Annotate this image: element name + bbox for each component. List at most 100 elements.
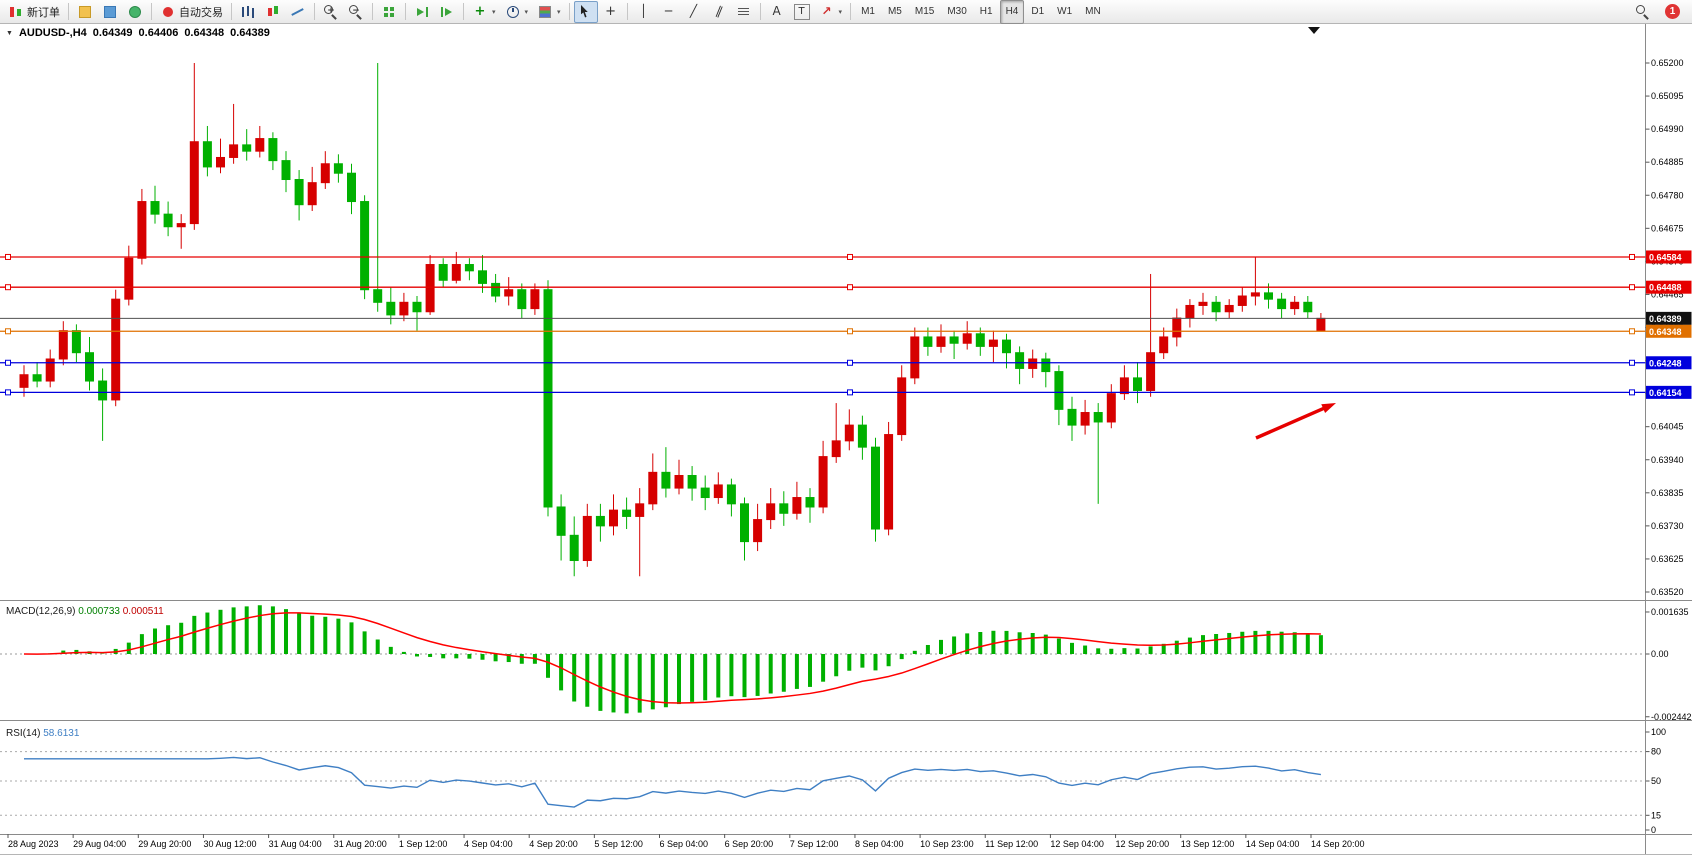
line-handle: [1629, 253, 1635, 260]
tile-windows-button[interactable]: [377, 1, 401, 23]
support-line-1[interactable]: 0.64248: [0, 356, 1692, 370]
candle-body: [936, 336, 946, 347]
notifications-badge[interactable]: 1: [1665, 4, 1680, 19]
dropdown-arrow-icon[interactable]: ▾: [524, 8, 529, 16]
svg-text:0.64885: 0.64885: [1651, 157, 1684, 167]
chart-shift-marker[interactable]: [1308, 27, 1320, 34]
candlestick-chart-button[interactable]: [261, 1, 285, 23]
candle-body: [661, 471, 671, 489]
trendline-button[interactable]: ╱: [682, 1, 706, 23]
zoom-in-button[interactable]: +: [319, 1, 343, 23]
candle-body: [333, 163, 343, 174]
cursor-button[interactable]: [573, 0, 598, 23]
channel-button[interactable]: ∥: [707, 1, 731, 23]
timeframe-mn[interactable]: MN: [1079, 0, 1107, 24]
candle-body: [229, 144, 239, 158]
current-price-line[interactable]: 0.64389: [0, 311, 1692, 325]
candle-body: [949, 336, 959, 344]
candle-body: [1316, 317, 1326, 332]
candle-body: [1093, 412, 1103, 423]
svg-text:28 Aug 2023: 28 Aug 2023: [8, 839, 59, 849]
timeframe-h1[interactable]: H1: [974, 0, 999, 24]
level-lines[interactable]: 0.64584 0.64488 0.64389 0.64348 0.64248 0.641…: [0, 250, 1692, 399]
svg-text:4 Sep 20:00: 4 Sep 20:00: [529, 839, 578, 849]
timeframe-m30[interactable]: M30: [941, 0, 972, 24]
zoom-out-button[interactable]: −: [344, 1, 368, 23]
resistance-line-2[interactable]: 0.64488: [0, 280, 1692, 294]
timeframe-m15[interactable]: M15: [909, 0, 940, 24]
svg-text:100: 100: [1651, 727, 1666, 737]
new-order-button[interactable]: 新订单: [4, 1, 64, 23]
candle-body: [609, 509, 618, 527]
profiles-icon: [102, 4, 118, 20]
new-chart-button[interactable]: [73, 1, 97, 23]
candle-body: [347, 172, 356, 203]
candles-layer: [19, 63, 1326, 577]
svg-text:0.65095: 0.65095: [1651, 91, 1684, 101]
resistance-line-1[interactable]: 0.64584: [0, 250, 1692, 264]
svg-text:31 Aug 04:00: 31 Aug 04:00: [269, 839, 322, 849]
candle-body: [1264, 292, 1273, 300]
candle-body: [766, 503, 776, 521]
candle-body: [805, 497, 815, 508]
chart-high-value: 0.64406: [138, 27, 179, 39]
toolbar-separator: [314, 3, 315, 20]
search-button[interactable]: [1631, 1, 1655, 23]
candle-body: [307, 182, 317, 206]
label-icon: T: [793, 3, 810, 20]
svg-text:15: 15: [1651, 810, 1661, 820]
vertical-line-button[interactable]: │: [632, 1, 656, 23]
timeframe-w1-label: W1: [1057, 6, 1073, 17]
timeframe-m30-label: M30: [947, 6, 967, 17]
line-handle: [1629, 328, 1635, 335]
chart-canvas[interactable]: 0.65200 0.65095 0.64990 0.64885 0.64780 0.646…: [0, 24, 1692, 855]
fibonacci-button[interactable]: [732, 1, 756, 23]
candle-body: [1080, 412, 1090, 426]
annotation-arrow[interactable]: [1255, 403, 1336, 440]
line-chart-button[interactable]: [286, 1, 310, 23]
horizontal-line-button[interactable]: ─: [657, 1, 681, 23]
svg-text:0.64154: 0.64154: [1649, 388, 1682, 398]
candle-body: [556, 506, 566, 536]
candle-body: [910, 336, 920, 379]
level-line-orange[interactable]: 0.64348: [0, 324, 1692, 338]
profiles-button[interactable]: [98, 1, 122, 23]
dropdown-arrow-icon[interactable]: ▾: [492, 8, 496, 16]
candle-body: [543, 289, 553, 508]
market-watch-button[interactable]: [123, 1, 147, 23]
indicators-button[interactable]: + ▾: [468, 1, 500, 23]
line-handle: [5, 284, 11, 291]
text-button[interactable]: A: [765, 1, 789, 23]
dropdown-arrow-icon[interactable]: ▾: [838, 8, 843, 16]
timeframe-h4[interactable]: H4: [999, 0, 1025, 24]
candle-body: [320, 163, 330, 184]
autotrading-button[interactable]: 自动交易: [156, 1, 227, 23]
auto-scroll-button[interactable]: [410, 1, 434, 23]
label-button[interactable]: T: [790, 1, 814, 23]
macd-pane: 0.001635 0.00 -0.002442 MACD(12,26,9) 0.000…: [0, 605, 1692, 722]
candle-body: [464, 264, 474, 272]
crosshair-button[interactable]: +: [599, 1, 623, 23]
chart-title: ▼ AUDUSD-,H4 0.64349 0.64406 0.64348 0.6…: [6, 27, 270, 39]
timeframe-h4-label: H4: [1005, 6, 1019, 17]
dropdown-arrow-icon[interactable]: ▾: [557, 8, 561, 16]
support-line-2[interactable]: 0.64154: [0, 385, 1692, 399]
candle-body: [504, 289, 514, 297]
periods-button[interactable]: ▾: [501, 1, 533, 23]
candle-body: [451, 264, 461, 281]
line-handle: [5, 359, 11, 366]
bar-chart-button[interactable]: [236, 1, 260, 23]
templates-button[interactable]: ▾: [533, 1, 565, 23]
candle-body: [176, 223, 186, 228]
chart-shift-button[interactable]: [435, 1, 459, 23]
candle-body: [98, 380, 108, 401]
timeframe-m5[interactable]: M5: [882, 0, 908, 24]
timeframe-d1[interactable]: D1: [1025, 0, 1050, 24]
arrows-button[interactable]: ↗ ▾: [815, 1, 847, 23]
toolbar-separator: [231, 3, 232, 20]
collapse-arrow-icon[interactable]: ▼: [6, 29, 13, 37]
candle-body: [1054, 371, 1064, 410]
timeframe-m1[interactable]: M1: [855, 0, 881, 24]
timeframe-w1[interactable]: W1: [1051, 0, 1078, 24]
candle-body: [975, 333, 985, 347]
